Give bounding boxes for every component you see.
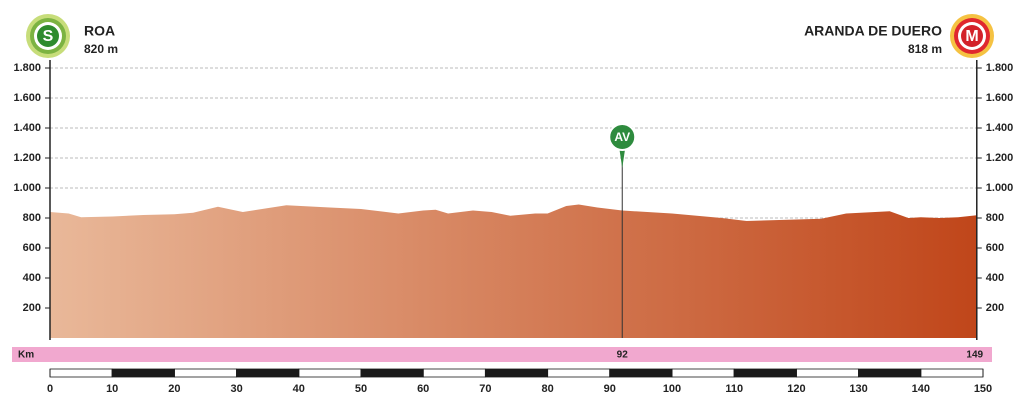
scale-segment: [111, 368, 175, 378]
scale-segment: [236, 368, 300, 378]
y2-tick-label: 1.800: [986, 62, 1014, 74]
finish-icon: M: [950, 14, 994, 58]
marker-label: AV: [614, 130, 630, 144]
x-tick-label: 0: [47, 383, 53, 395]
y2-tick-label: 800: [986, 212, 1004, 224]
x-tick-label: 120: [787, 383, 805, 395]
start-elevation: 820 m: [84, 42, 118, 56]
y-tick-label: 1.800: [13, 62, 41, 74]
distance-bar: [12, 347, 992, 362]
y-tick-label: 200: [23, 302, 41, 314]
scale-segment: [733, 368, 797, 378]
x-tick-label: 40: [293, 383, 305, 395]
start-name: ROA: [84, 23, 115, 39]
scale-segment: [173, 368, 237, 378]
finish-elevation: 818 m: [908, 42, 942, 56]
scale-segment: [360, 368, 424, 378]
scale-segment: [920, 368, 984, 378]
scale-segment: [422, 368, 486, 378]
marker-icon: [608, 123, 637, 151]
y2-tick-label: 400: [986, 272, 1004, 284]
x-tick-label: 80: [541, 383, 553, 395]
x-tick-label: 50: [355, 383, 367, 395]
scale-segment: [484, 368, 548, 378]
start-icon-label: S: [43, 28, 54, 45]
y2-tick-label: 1.000: [986, 182, 1014, 194]
y2-tick-label: 1.600: [986, 92, 1014, 104]
y2-tick-label: 1.200: [986, 152, 1014, 164]
y-tick-label: 1.200: [13, 152, 41, 164]
y-tick-label: 400: [23, 272, 41, 284]
x-tick-label: 140: [912, 383, 930, 395]
y-tick-label: 800: [23, 212, 41, 224]
marker-stem: [619, 148, 626, 168]
y-tick-label: 1.600: [13, 92, 41, 104]
x-tick-label: 100: [663, 383, 681, 395]
elevation-area: [50, 204, 977, 338]
x-tick-label: 130: [849, 383, 867, 395]
finish-icon-label: M: [965, 28, 978, 45]
scale-segment: [609, 368, 673, 378]
y2-tick-label: 600: [986, 242, 1004, 254]
start-icon: S: [26, 14, 70, 58]
scale-segment: [547, 368, 611, 378]
x-tick-label: 60: [417, 383, 429, 395]
y-tick-label: 1.000: [13, 182, 41, 194]
x-tick-label: 110: [725, 383, 743, 395]
x-tick-label: 150: [974, 383, 992, 395]
x-tick-label: 20: [168, 383, 180, 395]
x-tick-label: 70: [479, 383, 491, 395]
y2-tick-label: 1.400: [986, 122, 1014, 134]
distance-label: Km: [18, 350, 34, 361]
scale-segment: [671, 368, 735, 378]
y2-tick-label: 200: [986, 302, 1004, 314]
scale-segment: [298, 368, 362, 378]
total-km: 149: [966, 350, 983, 361]
finish-name: ARANDA DE DUERO: [804, 23, 942, 39]
x-tick-label: 90: [604, 383, 616, 395]
scale-segment: [796, 368, 860, 378]
x-tick-label: 10: [106, 383, 118, 395]
marker-km: 92: [617, 350, 629, 361]
x-tick-label: 30: [230, 383, 242, 395]
scale-segment: [49, 368, 113, 378]
y-tick-label: 600: [23, 242, 41, 254]
y-tick-label: 1.400: [13, 122, 41, 134]
scale-segment: [858, 368, 922, 378]
